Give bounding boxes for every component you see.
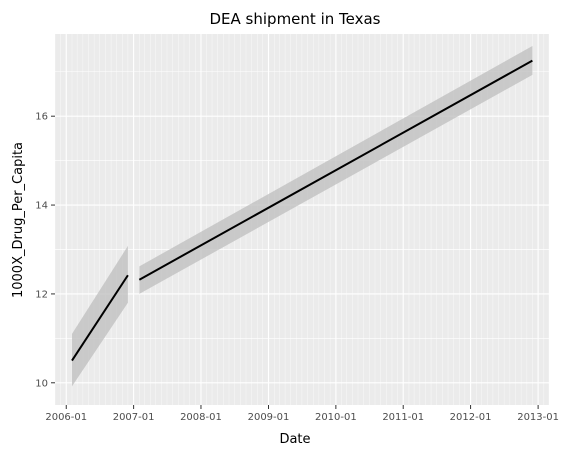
- x-tick-label: 2006-01: [45, 412, 87, 423]
- fit-line-2: [138, 59, 533, 281]
- y-tick-label: 16: [35, 112, 48, 123]
- fit-line-1: [71, 274, 129, 362]
- x-tick-label: 2010-01: [315, 412, 357, 423]
- x-tick-label: 2008-01: [180, 412, 222, 423]
- y-tick-label: 12: [35, 289, 48, 300]
- y-axis-title: 1000X_Drug_Per_Capita: [11, 142, 26, 298]
- plot-panel: [54, 34, 550, 405]
- x-tick-label: 2011-01: [382, 412, 424, 423]
- x-axis-title: Date: [279, 432, 310, 447]
- y-tick-label: 10: [35, 378, 48, 389]
- x-tick-label: 2013-01: [517, 412, 559, 423]
- x-tick-label: 2012-01: [450, 412, 492, 423]
- x-tick-label: 2007-01: [113, 412, 155, 423]
- y-tick-label: 14: [35, 201, 48, 212]
- x-tick-label: 2009-01: [248, 412, 290, 423]
- chart-title: DEA shipment in Texas: [210, 10, 381, 28]
